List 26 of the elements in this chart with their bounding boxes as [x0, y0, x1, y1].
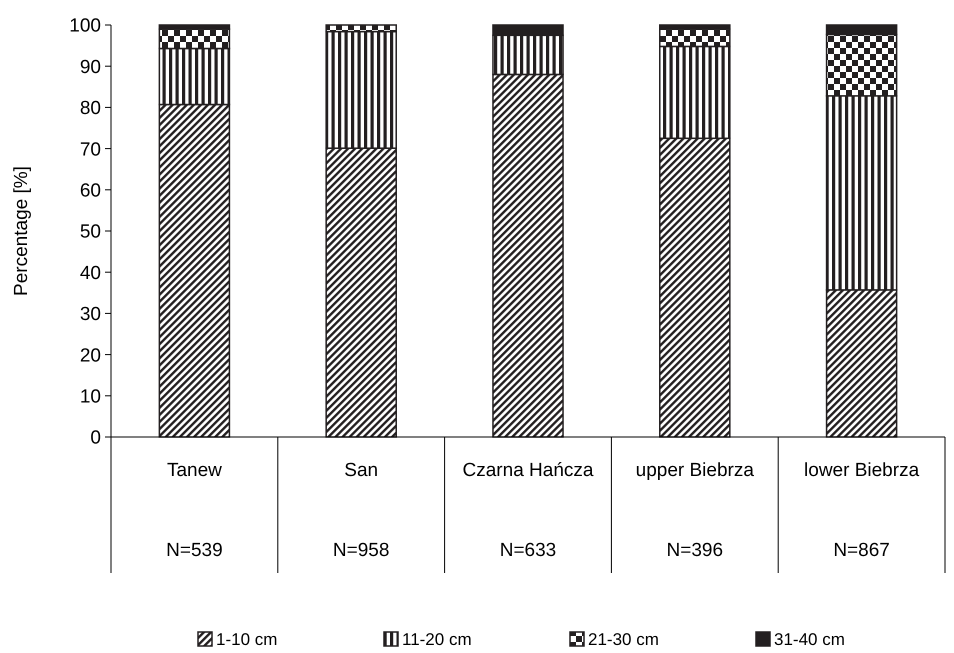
y-tick-label: 80 — [80, 98, 101, 120]
y-tick-label: 50 — [80, 222, 101, 243]
legend-label: 31-40 cm — [774, 630, 845, 649]
y-tick-label: 20 — [80, 345, 101, 366]
y-tick-label: 10 — [80, 386, 101, 408]
y-tick-label: 60 — [80, 180, 101, 202]
text: N=396 — [666, 540, 724, 561]
text: N=539 — [166, 540, 223, 561]
y-tick-label: 40 — [80, 262, 101, 284]
x-tick-label: San — [344, 460, 378, 481]
x-tick-label: upper Biebrza — [636, 460, 754, 481]
y-tick-label: 30 — [80, 304, 101, 326]
y-axis-title: Percentage [%] — [11, 166, 32, 296]
y-tick-label: 90 — [80, 56, 101, 78]
x-tick-label: Tanew — [166, 460, 222, 481]
x-tick-label: Czarna Hańcza — [462, 460, 594, 481]
legend-label: 21-30 cm — [588, 630, 659, 649]
x-tick-label: lower Biebrza — [804, 460, 920, 481]
text: N=958 — [332, 540, 390, 561]
legend-label: 11-20 cm — [402, 630, 472, 649]
y-tick-label: 0 — [90, 428, 101, 449]
text: N=867 — [833, 540, 890, 561]
text: N=633 — [500, 540, 556, 561]
legend-label: 1-10 cm — [216, 630, 278, 649]
y-tick-label: 70 — [80, 139, 101, 160]
y-tick-label: 100 — [69, 16, 101, 37]
